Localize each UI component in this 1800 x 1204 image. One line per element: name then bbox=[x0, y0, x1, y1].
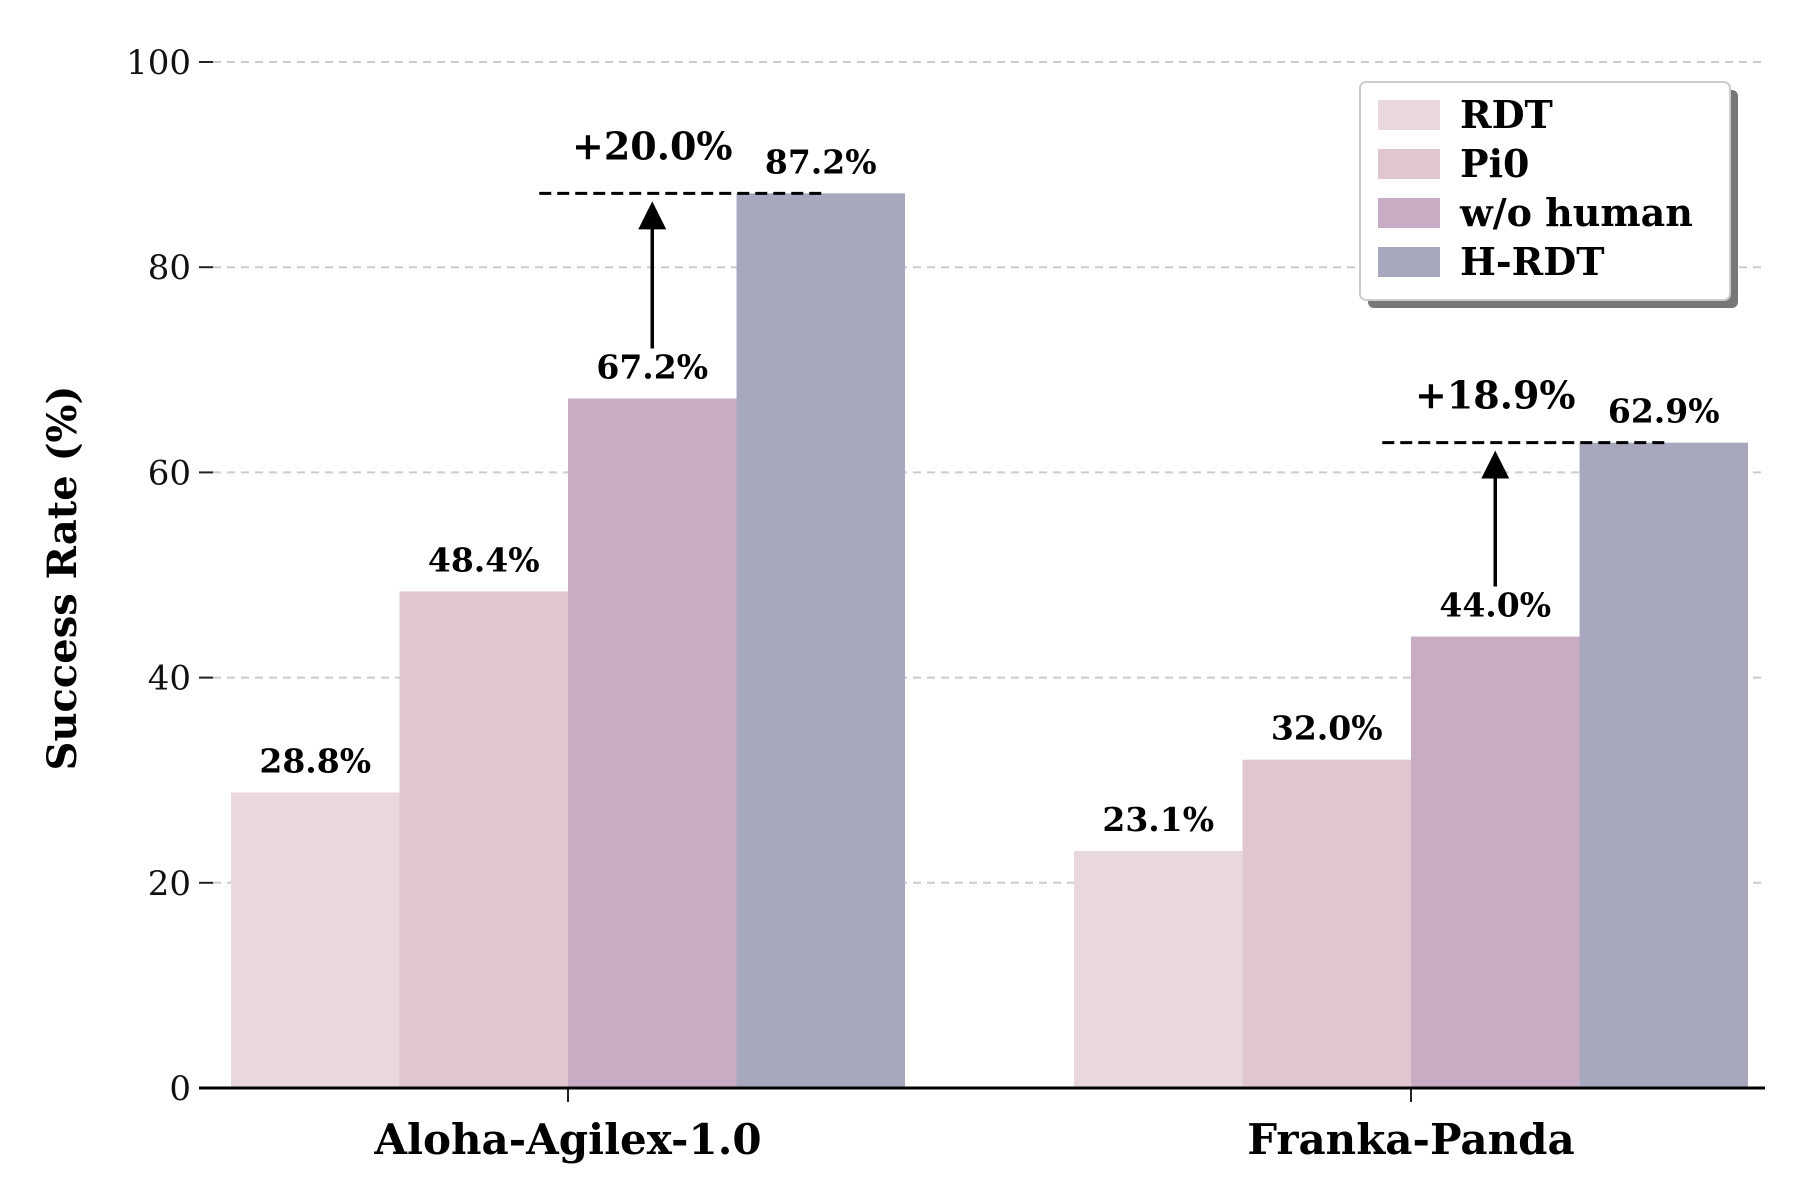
legend-entry: w/o human bbox=[1459, 190, 1693, 235]
bar-value-label: 67.2% bbox=[596, 348, 708, 387]
y-tick-label-80: 80 bbox=[148, 248, 191, 288]
legend-swatch bbox=[1378, 149, 1440, 179]
bar-value-label: 87.2% bbox=[765, 142, 877, 181]
legend-swatch bbox=[1378, 247, 1440, 277]
bar-w-o-human-0 bbox=[568, 398, 737, 1088]
legend-entry: Pi0 bbox=[1460, 141, 1529, 186]
bar-value-label: 32.0% bbox=[1271, 709, 1383, 748]
y-tick-label-100: 100 bbox=[126, 43, 191, 83]
legend-swatch bbox=[1378, 100, 1440, 130]
legend-swatch bbox=[1378, 198, 1440, 228]
bar-value-label: 62.9% bbox=[1608, 392, 1720, 431]
bar-pi0-1 bbox=[1242, 759, 1411, 1088]
improvement-label: +20.0% bbox=[572, 123, 733, 168]
legend-entry: H-RDT bbox=[1460, 239, 1605, 284]
y-tick-label-20: 20 bbox=[148, 864, 191, 904]
bar-value-label: 23.1% bbox=[1102, 800, 1214, 839]
improvement-annotations: +20.0% +18.9% bbox=[539, 123, 1670, 587]
axes: 0 20 40 60 80 100 Aloha-Agilex-1.0 Franka-Panda bbox=[126, 43, 1765, 1164]
bars bbox=[231, 193, 1748, 1088]
x-category-label: Franka-Panda bbox=[1247, 1115, 1575, 1164]
data-labels: 28.8% 48.4% 67.2% 87.2% 23.1% 32.0% 44.0% 62.9% bbox=[259, 142, 1719, 839]
y-tick-label-40: 40 bbox=[148, 659, 191, 699]
bar-pi0-0 bbox=[399, 591, 568, 1088]
bar-h-rdt-1 bbox=[1579, 442, 1748, 1088]
y-tick-label-60: 60 bbox=[148, 453, 191, 493]
bar-value-label: 48.4% bbox=[428, 540, 540, 579]
bar-h-rdt-0 bbox=[736, 193, 905, 1088]
x-category-label: Aloha-Agilex-1.0 bbox=[373, 1115, 761, 1164]
bar-rdt-1 bbox=[1074, 850, 1243, 1088]
y-tick-label-0: 0 bbox=[169, 1069, 191, 1109]
bar-w-o-human-1 bbox=[1411, 636, 1580, 1088]
improvement-label: +18.9% bbox=[1415, 373, 1576, 418]
bar-value-label: 44.0% bbox=[1439, 586, 1551, 625]
bar-rdt-0 bbox=[231, 792, 400, 1088]
bar-value-label: 28.8% bbox=[259, 742, 371, 781]
y-axis-label: Success Rate (%) bbox=[39, 386, 86, 771]
legend-box bbox=[1359, 81, 1731, 301]
legend-entry: RDT bbox=[1460, 92, 1553, 137]
